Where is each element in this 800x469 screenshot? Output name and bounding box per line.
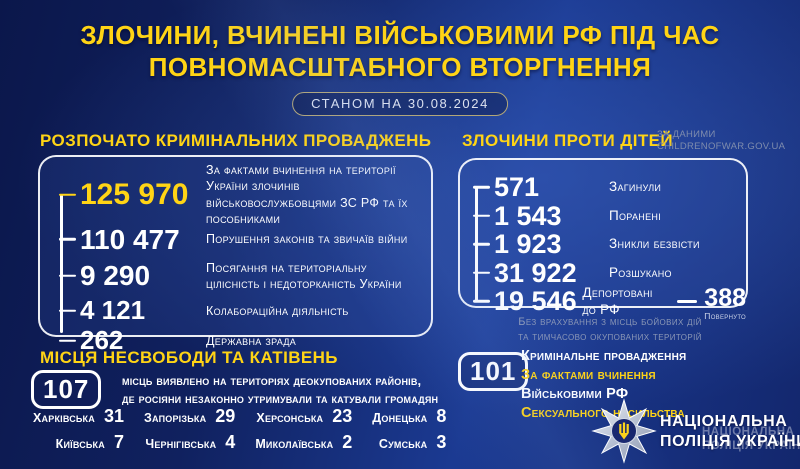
- region-stat: Миколаївська 2: [255, 432, 352, 453]
- stat-value: 9 290: [80, 261, 206, 291]
- regions-grid: Харківська 31 Запорізька 29 Херсонська 2…: [33, 406, 446, 453]
- police-logo-ghost-text: НАЦІОНАЛЬНА ПОЛІЦІЯ УКРАЇНИ: [702, 426, 800, 453]
- page-title-line2: ПОВНОМАСШТАБНОГО ВТОРГНЕННЯ: [148, 51, 652, 82]
- table-row: 110 477 Порушення законів та звичаїв вій…: [40, 223, 431, 256]
- region-stat: Чернігівська 4: [144, 432, 235, 453]
- source-line1: ЗА ДАНИМИ: [657, 129, 716, 140]
- sv-line4: Сексуального насильства: [521, 405, 685, 422]
- page-title: ЗЛОЧИНИ, ВЧИНЕНІ ВІЙСЬКОВИМИ РФ ПІД ЧАС …: [0, 20, 800, 83]
- sv-line3: Військовими РФ: [521, 386, 629, 403]
- stat-label: Депортовані до РФ: [582, 284, 653, 318]
- stat-label: Посягання на територіальну цілісність і …: [206, 260, 402, 291]
- returned-stat: 388 Повернуто: [704, 286, 746, 321]
- region-stat: Запорізька 29: [144, 406, 235, 427]
- table-row: 1 543 Поранені: [460, 201, 746, 231]
- detention-desc-line2: де росіяни незаконно утримували та катув…: [122, 390, 439, 406]
- stat-value: 1 923: [494, 230, 609, 259]
- table-row: 1 923 Зникли безвісти: [460, 230, 746, 259]
- stat-label: Зникли безвісти: [609, 236, 700, 252]
- page-title-line1: ЗЛОЧИНИ, ВЧИНЕНІ ВІЙСЬКОВИМИ РФ ПІД ЧАС: [80, 20, 720, 50]
- proceedings-rows: 125 970 За фактами вчинення на території…: [40, 157, 431, 354]
- sexual-violence-text: Кримінальне провадження За фактами вчине…: [521, 347, 791, 424]
- stat-value: 19 546: [494, 287, 582, 316]
- proceedings-panel: 125 970 За фактами вчинення на території…: [38, 155, 433, 354]
- stat-label: Поранені: [609, 207, 662, 223]
- stat-value: 571: [494, 173, 609, 202]
- detention-heading: МІСЦЯ НЕСВОБОДИ ТА КАТІВЕНЬ: [40, 348, 338, 367]
- region-value: 4: [225, 432, 236, 452]
- region-name: Чернігівська: [145, 437, 217, 451]
- source-line2: CHILDRENOFWAR.GOV.UA: [657, 141, 786, 153]
- stat-value: 31 922: [494, 258, 609, 287]
- table-row: 31 922 Розшукано: [460, 258, 746, 288]
- stat-label: Порушення законів та звичаїв війни: [206, 232, 408, 247]
- stat-value: 388: [704, 284, 747, 312]
- table-row: 125 970 За фактами вчинення на території…: [40, 163, 431, 226]
- region-stat: Херсонська 23: [255, 406, 352, 427]
- region-name: Київська: [55, 437, 105, 451]
- police-logo-line1: НАЦІОНАЛЬНА: [660, 413, 788, 430]
- region-value: 29: [215, 406, 236, 426]
- region-value: 31: [103, 406, 124, 426]
- children-rows: 571 Загинули 1 543 Поранені 1 923 Зникли…: [460, 160, 746, 320]
- detention-count-badge: 107: [31, 370, 102, 409]
- region-name: Херсонська: [256, 411, 324, 425]
- region-name: Донецька: [372, 411, 428, 425]
- trident-icon: [619, 422, 629, 440]
- stat-label: Повернуто: [704, 311, 746, 321]
- bracket-line: [60, 194, 63, 333]
- stat-value: 125 970: [80, 179, 206, 211]
- sv-line2: За фактами вчинення: [521, 367, 656, 384]
- stat-value: 110 477: [80, 224, 206, 254]
- proceedings-heading: РОЗПОЧАТО КРИМІНАЛЬНИХ ПРОВАДЖЕНЬ: [40, 131, 432, 150]
- region-name: Запорізька: [143, 411, 207, 425]
- region-name: Харківська: [33, 411, 95, 425]
- table-row: 4 121 Колабораційна діяльність: [40, 296, 431, 326]
- region-value: 3: [436, 432, 447, 452]
- region-value: 7: [113, 432, 124, 452]
- police-logo-line2: ПОЛІЦІЯ УКРАЇНИ: [660, 433, 800, 450]
- detention-desc-line1: місць виявлено на територіях деокуповани…: [122, 373, 422, 388]
- region-stat: Сумська 3: [372, 432, 447, 453]
- region-name: Сумська: [378, 437, 428, 451]
- stat-label: Колабораційна діяльність: [206, 303, 349, 318]
- stat-value: 1 543: [494, 201, 609, 230]
- detention-description: місць виявлено на територіях деокуповани…: [122, 372, 452, 407]
- sv-line1: Кримінальне провадження: [521, 348, 687, 364]
- data-source-note: ЗА ДАНИМИ CHILDRENOFWAR.GOV.UA: [657, 129, 792, 154]
- stat-value: 4 121: [80, 297, 206, 325]
- children-footnote: Без врахування з місць бойових дій та ти…: [470, 315, 750, 345]
- police-star-icon: [591, 398, 657, 469]
- connector-dash: [677, 300, 698, 303]
- children-panel: 571 Загинули 1 543 Поранені 1 923 Зникли…: [458, 158, 748, 320]
- table-row: 571 Загинули: [460, 173, 746, 202]
- region-name: Миколаївська: [255, 437, 334, 451]
- region-value: 2: [342, 432, 353, 452]
- stat-label: За фактами вчинення на території України…: [206, 163, 408, 226]
- footnote-line2: та тимчасово окупованих територій: [518, 330, 702, 343]
- footnote-line1: Без врахування з місць бойових дій: [518, 316, 702, 328]
- region-value: 23: [332, 406, 353, 426]
- table-row: 9 290 Посягання на територіальну цілісні…: [40, 256, 431, 296]
- region-value: 8: [436, 406, 447, 426]
- table-row: 19 546 Депортовані до РФ 388 Повернуто: [460, 284, 746, 320]
- region-stat: Київська 7: [33, 432, 124, 453]
- stat-label: Державна зрада: [206, 333, 297, 348]
- sexual-violence-count-badge: 101: [458, 352, 529, 391]
- region-stat: Харківська 31: [33, 406, 124, 427]
- stat-label: Загинули: [609, 179, 662, 195]
- stat-label: Розшукано: [609, 264, 672, 280]
- date-badge: СТАНОМ НА 30.08.2024: [292, 92, 508, 116]
- police-logo-text: НАЦІОНАЛЬНА ПОЛІЦІЯ УКРАЇНИ: [660, 412, 800, 452]
- region-stat: Донецька 8: [372, 406, 446, 427]
- stat-value: 262: [80, 327, 206, 355]
- children-heading: ЗЛОЧИНИ ПРОТИ ДІТЕЙ: [462, 131, 674, 150]
- table-row: 262 Державна зрада: [40, 326, 431, 356]
